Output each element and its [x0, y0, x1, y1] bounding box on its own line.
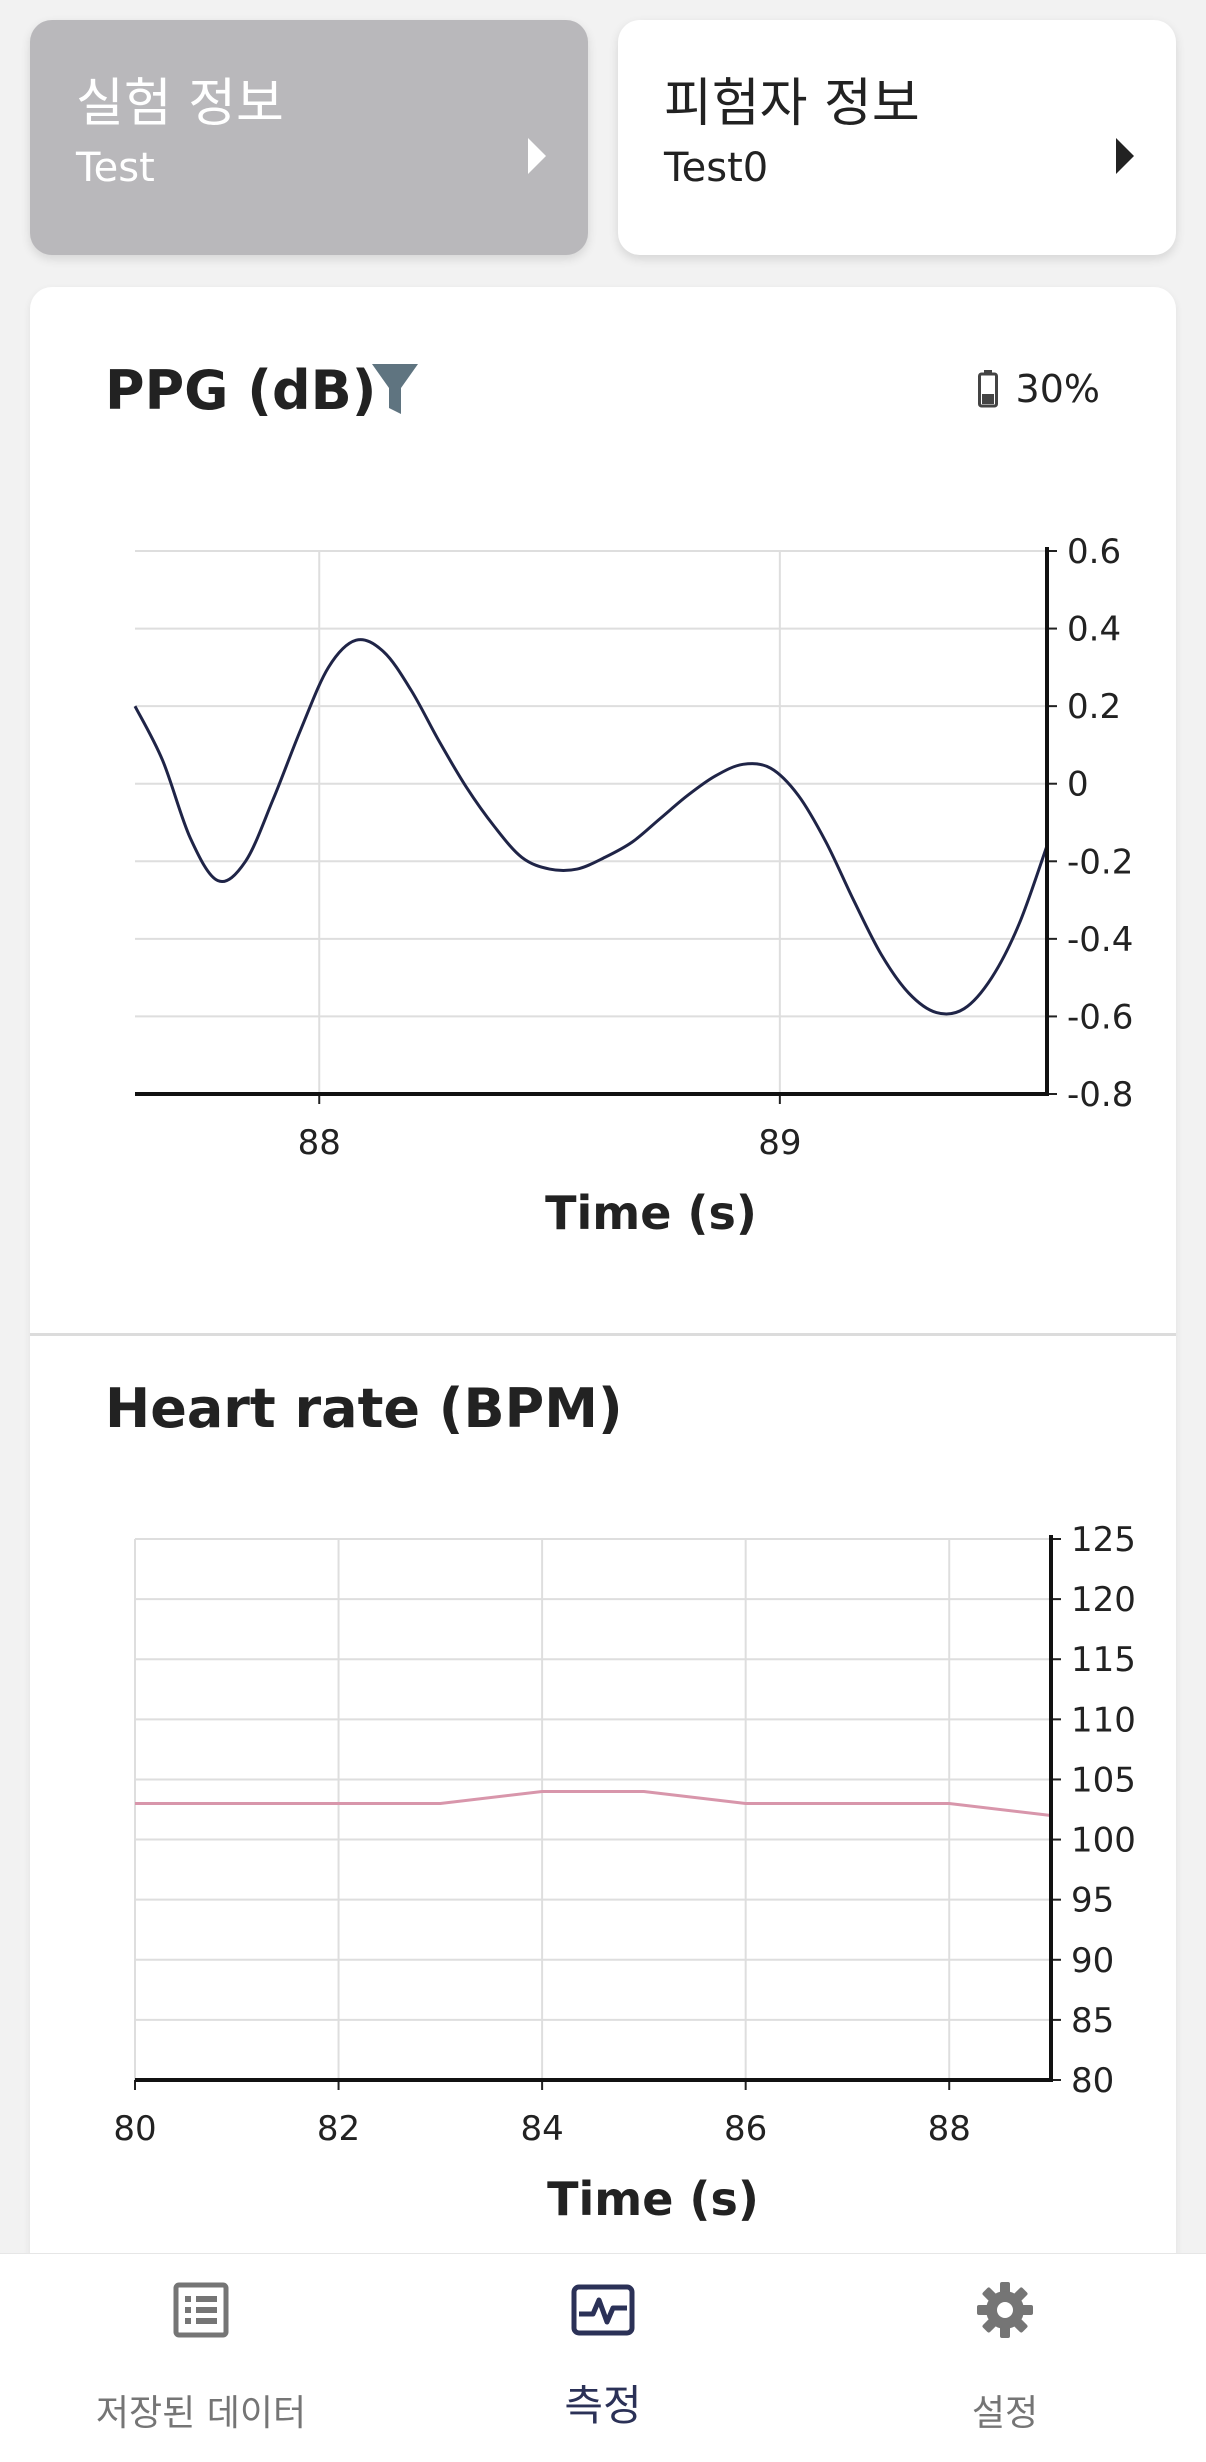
nav-measure[interactable]: 측정 — [402, 2254, 804, 2462]
x-tick-label: 88 — [928, 2109, 971, 2149]
nav-saved-data-label: 저장된 데이터 — [95, 2393, 307, 2434]
y-tick-label: -0.6 — [1067, 997, 1133, 1037]
y-tick-label: 0.4 — [1067, 610, 1121, 650]
y-tick-label: 0 — [1067, 765, 1089, 805]
heart-rate-chart-title: Heart rate (BPM) — [105, 1377, 623, 1440]
battery-level: 30% — [1015, 367, 1100, 411]
x-axis-label: Time (s) — [547, 2172, 759, 2226]
y-tick-label: 90 — [1071, 1941, 1114, 1981]
chevron-right-icon — [1116, 138, 1134, 174]
y-tick-label: 110 — [1071, 1700, 1136, 1740]
y-tick-label: 85 — [1071, 2001, 1114, 2041]
nav-settings-label: 설정 — [971, 2393, 1039, 2434]
subject-info-value: Test0 — [664, 145, 769, 191]
y-tick-label: 80 — [1071, 2061, 1114, 2101]
list-icon — [173, 2282, 229, 2338]
nav-saved-data[interactable]: 저장된 데이터 — [0, 2254, 402, 2462]
y-tick-label: 120 — [1071, 1580, 1136, 1620]
y-tick-label: -0.8 — [1067, 1075, 1133, 1115]
filter-icon[interactable] — [370, 362, 420, 417]
y-tick-label: 115 — [1071, 1640, 1136, 1680]
chevron-right-icon — [528, 138, 546, 174]
subject-info-title: 피험자 정보 — [664, 74, 920, 134]
y-tick-label: 125 — [1071, 1520, 1136, 1560]
experiment-info-card[interactable]: 실험 정보 Test — [30, 20, 588, 255]
y-tick-label: 0.2 — [1067, 687, 1121, 727]
subject-info-card[interactable]: 피험자 정보 Test0 — [618, 20, 1176, 255]
x-tick-label: 84 — [520, 2109, 563, 2149]
x-axis-label: Time (s) — [545, 1186, 757, 1240]
charts-card: PPG (dB) 30% 0.6 0.4 0.2 0 -0.2 -0.4 -0.6 -0.8 8… — [30, 287, 1176, 2287]
gear-icon — [977, 2282, 1033, 2338]
nav-settings[interactable]: 설정 — [804, 2254, 1206, 2462]
battery-icon — [977, 370, 998, 408]
y-tick-label: -0.2 — [1067, 842, 1133, 882]
y-tick-label: 0.6 — [1067, 532, 1121, 572]
x-tick-label: 82 — [317, 2109, 360, 2149]
battery-status: 30% — [977, 367, 1100, 411]
series-line — [135, 1789, 1052, 1817]
heartbeat-monitor-icon — [571, 2284, 635, 2336]
x-tick-label: 86 — [724, 2109, 767, 2149]
divider — [30, 1333, 1176, 1336]
x-tick-label: 88 — [298, 1123, 341, 1163]
bottom-navigation: 저장된 데이터 측정 설정 — [0, 2253, 1206, 2462]
experiment-info-title: 실험 정보 — [76, 74, 284, 134]
y-tick-label: 100 — [1071, 1821, 1136, 1861]
y-tick-label: 95 — [1071, 1881, 1114, 1921]
x-tick-label: 89 — [758, 1123, 801, 1163]
y-tick-label: 105 — [1071, 1760, 1136, 1800]
nav-measure-label: 측정 — [564, 2381, 642, 2430]
series-line — [133, 638, 1049, 1016]
x-tick-label: 80 — [113, 2109, 156, 2149]
y-tick-label: -0.4 — [1067, 920, 1133, 960]
heart-rate-chart: 125 120 115 110 105 100 95 90 85 80 80 82 84 86 88 Time… — [113, 1520, 1136, 2226]
experiment-info-value: Test — [76, 145, 155, 191]
ppg-chart-title: PPG (dB) — [105, 359, 377, 422]
